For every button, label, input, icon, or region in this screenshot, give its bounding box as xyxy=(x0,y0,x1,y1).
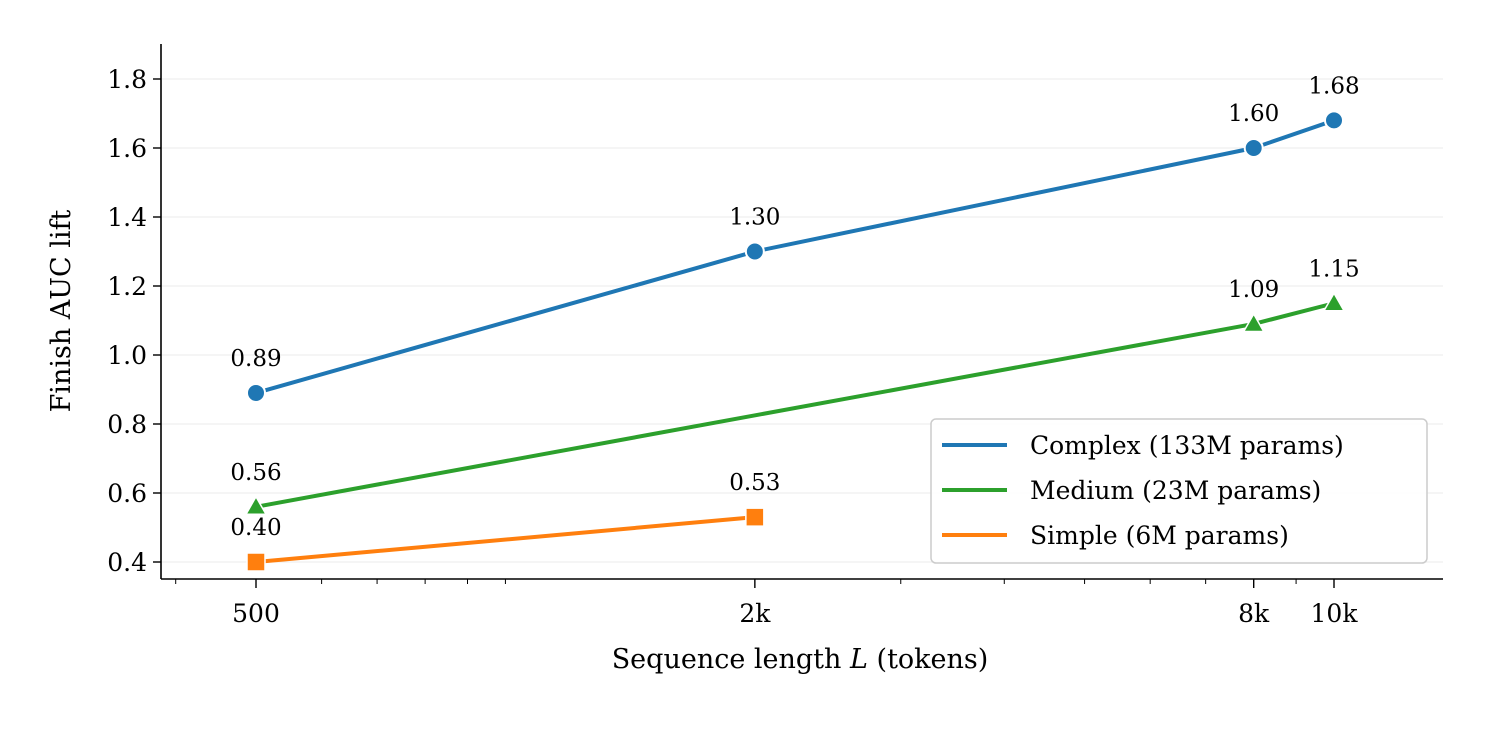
axes xyxy=(160,44,1443,580)
x-axis-title: Sequence length L (tokens) xyxy=(612,644,989,675)
y-tick-label: 0.8 xyxy=(107,410,147,439)
y-tick-label: 1.0 xyxy=(107,341,147,370)
data-labels: 0.89 1.30 1.60 1.68 0.56 1.09 1.15 0.40 0.53 xyxy=(230,73,1359,541)
marker-complex xyxy=(246,382,266,403)
series xyxy=(244,110,1346,572)
data-label-medium: 0.56 xyxy=(230,460,281,486)
marker-medium xyxy=(244,495,268,516)
x-axis-title-text: Sequence length xyxy=(612,644,842,675)
series-line-complex xyxy=(255,118,1335,395)
series-line-simple xyxy=(255,515,756,564)
marker-complex xyxy=(1243,138,1264,158)
y-ticks: 0.4 0.6 0.8 1.0 1.2 1.4 1.6 1.8 xyxy=(107,65,161,577)
y-tick-label: 0.4 xyxy=(107,548,147,577)
y-tick-label: 1.2 xyxy=(107,272,147,301)
x-tick-label: 8k xyxy=(1238,599,1270,628)
y-tick-label: 1.8 xyxy=(107,65,147,94)
legend-label-simple: Simple (6M params) xyxy=(1030,521,1289,550)
data-label-simple: 0.53 xyxy=(729,470,780,496)
x-axis-title-unit: (tokens) xyxy=(877,644,989,675)
legend-label-medium: Medium (23M params) xyxy=(1030,476,1321,505)
legend-box xyxy=(930,418,1428,564)
data-label-medium: 1.15 xyxy=(1308,256,1359,282)
y-tick-label: 0.6 xyxy=(107,479,147,508)
x-tick-label: 10k xyxy=(1311,599,1359,628)
data-label-medium: 1.09 xyxy=(1228,277,1279,303)
marker-medium xyxy=(1242,312,1265,333)
grid-lines xyxy=(161,78,1443,563)
marker-complex xyxy=(1324,110,1344,131)
data-label-simple: 0.40 xyxy=(230,515,281,541)
data-label-complex: 1.30 xyxy=(729,205,780,231)
y-axis-title: Finish AUC lift xyxy=(46,209,77,412)
x-tick-label: 2k xyxy=(739,599,771,628)
marker-simple xyxy=(246,552,266,572)
legend-label-complex: Complex (133M params) xyxy=(1030,431,1344,460)
legend: Complex (133M params) Medium (23M params)… xyxy=(930,418,1428,564)
x-ticks: 500 2k 8k 10k xyxy=(175,579,1359,628)
marker-complex xyxy=(744,241,765,262)
data-label-complex: 1.68 xyxy=(1308,73,1359,99)
marker-medium xyxy=(1322,291,1346,312)
x-axis-title-var: L xyxy=(849,644,868,675)
data-label-complex: 1.60 xyxy=(1228,101,1279,127)
y-tick-label: 1.4 xyxy=(107,203,147,232)
marker-simple xyxy=(745,507,765,527)
x-tick-label: 500 xyxy=(232,599,280,628)
data-label-complex: 0.89 xyxy=(230,346,281,372)
y-tick-label: 1.6 xyxy=(107,134,147,163)
